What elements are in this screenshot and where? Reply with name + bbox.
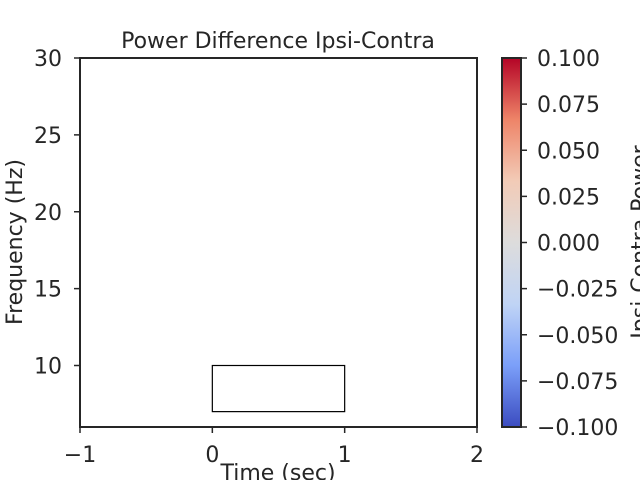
x-axis-label: Time (sec) <box>219 461 335 480</box>
colorbar-tick-label: −0.025 <box>537 278 618 303</box>
chart-title: Power Difference Ipsi-Contra <box>121 29 435 54</box>
roi-rectangle <box>211 364 346 413</box>
x-tick-label: 1 <box>338 443 352 468</box>
colorbar-gradient <box>502 58 521 427</box>
x-tick-label: −1 <box>64 443 96 468</box>
main-axes: −1 0 1 2 10 15 20 25 30 Power Difference Ipsi-C… <box>3 29 484 480</box>
y-tick-label: 25 <box>34 124 62 149</box>
x-ticks: −1 0 1 2 <box>64 427 484 468</box>
plot-frame <box>79 57 478 428</box>
colorbar-ticks: 0.100 0.075 0.050 0.025 0.000 −0.025 −0.050 −0.… <box>521 47 618 441</box>
colorbar-tick-label: −0.100 <box>537 416 618 441</box>
colorbar-tick-label: 0.025 <box>537 185 600 210</box>
y-tick-label: 15 <box>34 278 62 303</box>
x-tick-label: 0 <box>205 443 219 468</box>
x-tick-label: 2 <box>470 443 484 468</box>
y-tick-label: 20 <box>34 201 62 226</box>
colorbar-tick-label: 0.075 <box>537 93 600 118</box>
y-axis-label: Frequency (Hz) <box>3 159 28 325</box>
y-ticks: 10 15 20 25 30 <box>34 47 80 380</box>
colorbar-tick-label: −0.050 <box>537 324 618 349</box>
y-tick-label: 10 <box>34 355 62 380</box>
y-tick-label: 30 <box>34 47 62 72</box>
colorbar-tick-label: 0.000 <box>537 232 600 257</box>
colorbar-tick-label: 0.050 <box>537 139 600 164</box>
colorbar-tick-label: −0.075 <box>537 370 618 395</box>
colorbar-tick-label: 0.100 <box>537 47 600 72</box>
colorbar: 0.100 0.075 0.050 0.025 0.000 −0.025 −0.050 −0.… <box>501 47 640 441</box>
colorbar-label: Ipsi-Contra Power <box>628 144 640 338</box>
